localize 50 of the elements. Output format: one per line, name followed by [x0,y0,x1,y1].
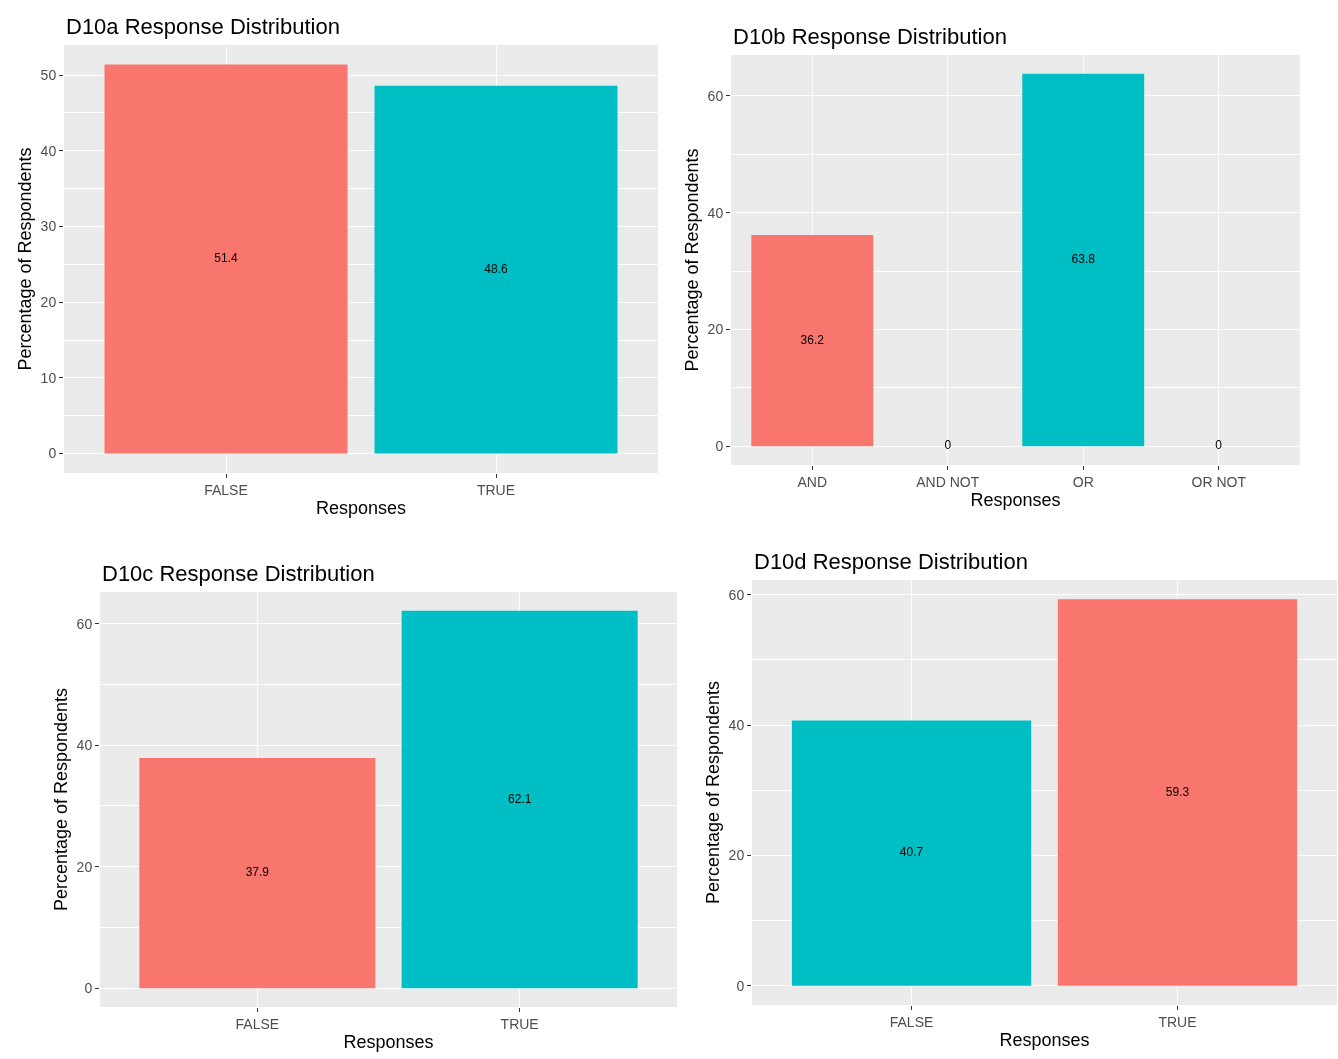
data-label: 63.8 [1071,252,1096,266]
y-tick-label: 60 [728,586,745,603]
data-label: 0 [944,438,952,453]
y-tick-label: 20 [707,321,724,338]
y-axis-title: Percentage of Respondents [681,148,702,372]
data-label: 0 [1215,438,1223,453]
x-tick-label: TRUE [1158,1013,1197,1030]
x-axis-title: Responses [315,497,407,518]
y-tick-label: 60 [707,87,724,104]
y-tick-label: 40 [707,204,724,221]
x-axis-title: Responses [999,1029,1090,1050]
data-label: 37.9 [245,865,270,880]
y-tick-label: 40 [728,716,745,733]
y-tick-label: 10 [40,369,57,386]
chart-title: D10d Response Distribution [754,549,1028,574]
y-tick-label: 0 [84,980,93,997]
x-tick-label: TRUE [476,481,516,498]
x-tick-label: FALSE [235,1015,280,1032]
x-axis-title: Responses [970,489,1061,510]
y-tick-label: 20 [728,847,745,864]
data-label: 48.6 [484,261,508,276]
y-axis-title: Percentage of Respondents [14,147,35,371]
data-label: 36.2 [800,332,825,347]
y-axis-title: Percentage of Respondents [50,687,71,912]
y-tick-label: 30 [40,218,57,235]
chart-title: D10a Response Distribution [66,14,340,39]
y-tick-label: 0 [48,445,57,462]
data-label: 40.7 [899,845,924,860]
y-tick-label: 0 [736,977,745,994]
chart-title: D10c Response Distribution [102,561,375,586]
x-tick-label: OR NOT [1191,473,1247,490]
data-label: 62.1 [507,791,532,806]
x-tick-label: FALSE [889,1013,934,1030]
x-tick-label: TRUE [500,1015,539,1032]
x-tick-label: AND NOT [916,473,980,490]
y-tick-label: 40 [40,142,57,159]
data-label: 59.3 [1165,784,1190,799]
y-tick-label: 40 [76,737,93,754]
y-tick-label: 20 [76,858,93,875]
y-tick-label: 0 [715,438,724,455]
x-axis-title: Responses [343,1031,434,1052]
y-tick-label: 60 [76,615,93,632]
y-tick-label: 20 [40,294,57,311]
chart-title: D10b Response Distribution [733,24,1007,49]
x-tick-label: FALSE [204,481,248,498]
y-tick-label: 50 [40,66,57,83]
data-label: 51.4 [214,251,238,265]
x-tick-label: AND [797,473,828,490]
x-tick-label: OR [1072,473,1094,490]
y-axis-title: Percentage of Respondents [702,680,723,905]
